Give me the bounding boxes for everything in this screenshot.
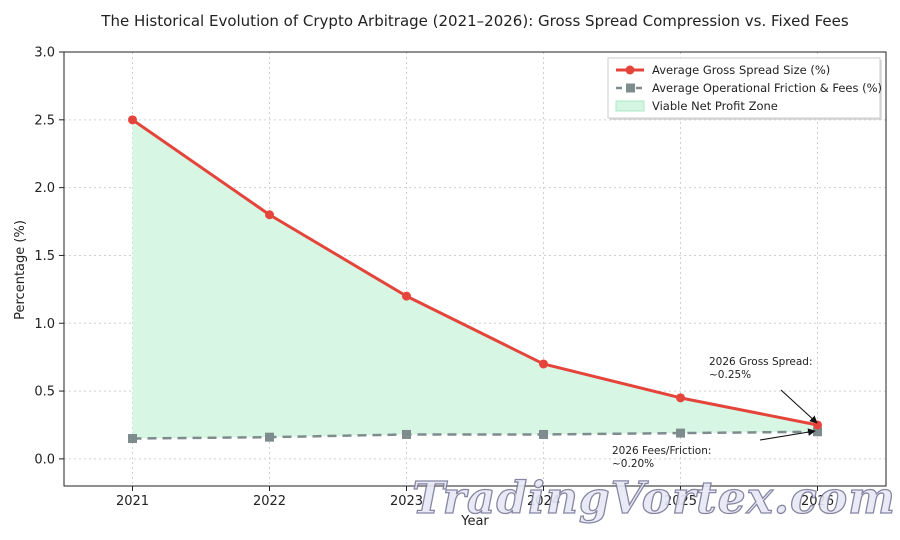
y-tick-label: 0.0 <box>34 452 55 467</box>
x-tick-label: 2022 <box>253 494 286 509</box>
gross-spread-point <box>539 359 548 369</box>
fees-line <box>132 430 818 440</box>
fees-point <box>539 429 548 439</box>
y-tick-label: 2.5 <box>34 113 55 128</box>
y-tick-label: 3.0 <box>34 46 55 61</box>
annotation-line: ~0.20% <box>612 458 654 470</box>
plot-frame <box>63 51 887 487</box>
fees-point <box>402 429 411 439</box>
annotation-line: 2026 Fees/Friction: <box>612 445 711 457</box>
y-tick-label: 2.0 <box>34 181 55 196</box>
fees-point <box>265 432 274 442</box>
gross-spread-point <box>676 393 685 403</box>
annotation-line: 2026 Gross Spread: <box>709 356 813 368</box>
legend-label-fees: Average Operational Friction & Fees (%) <box>652 81 882 95</box>
fees-point <box>813 427 822 437</box>
gross-spread-point <box>402 291 411 301</box>
x-tick-label: 2024 <box>527 494 560 509</box>
series-group <box>128 115 822 444</box>
x-tick-label: 2025 <box>664 494 697 509</box>
watermark-logo: TradingVortex.com <box>412 473 896 524</box>
axes: 0.0 0.5 1.0 1.5 2.0 2.5 3.0 2021 2022 2023 2024 202… <box>34 46 887 509</box>
profit-zone-fill <box>132 119 818 439</box>
gross-spread-point <box>265 210 274 220</box>
chart-title: The Historical Evolution of Crypto Arbit… <box>100 12 849 30</box>
x-tick-label: 2021 <box>116 494 149 509</box>
annotation-line: ~0.25% <box>709 369 751 381</box>
legend-label-zone: Viable Net Profit Zone <box>652 99 778 113</box>
annotation-arrow <box>780 389 818 424</box>
fees-point <box>676 428 685 438</box>
y-tick-label: 0.5 <box>34 385 55 400</box>
y-tick-label: 1.5 <box>34 249 55 264</box>
annotation-arrow <box>759 428 816 441</box>
x-tick-label: 2026 <box>801 494 834 509</box>
annotation-fees: 2026 Fees/Friction: ~0.20% <box>612 445 711 470</box>
legend-label-gross: Average Gross Spread Size (%) <box>652 63 830 77</box>
y-tick-label: 1.0 <box>34 317 55 332</box>
x-axis-label: Year <box>460 514 489 529</box>
gross-spread-point <box>128 115 137 125</box>
annotations: 2026 Gross Spread: ~0.25% 2026 Fees/Fricti… <box>612 356 818 470</box>
y-axis-label: Percentage (%) <box>13 220 28 320</box>
legend-marker-fees <box>626 83 635 93</box>
legend: Average Gross Spread Size (%) Average Ope… <box>607 57 882 120</box>
legend-swatch-zone <box>615 100 645 112</box>
gross-spread-line <box>131 118 818 427</box>
x-tick-label: 2023 <box>390 494 423 509</box>
legend-marker-gross <box>625 65 635 75</box>
profit-zone-area <box>132 119 818 439</box>
annotation-gross-spread: 2026 Gross Spread: ~0.25% <box>709 356 813 381</box>
fees-point <box>128 434 137 444</box>
gross-spread-point <box>813 420 822 430</box>
legend-box <box>607 57 881 119</box>
